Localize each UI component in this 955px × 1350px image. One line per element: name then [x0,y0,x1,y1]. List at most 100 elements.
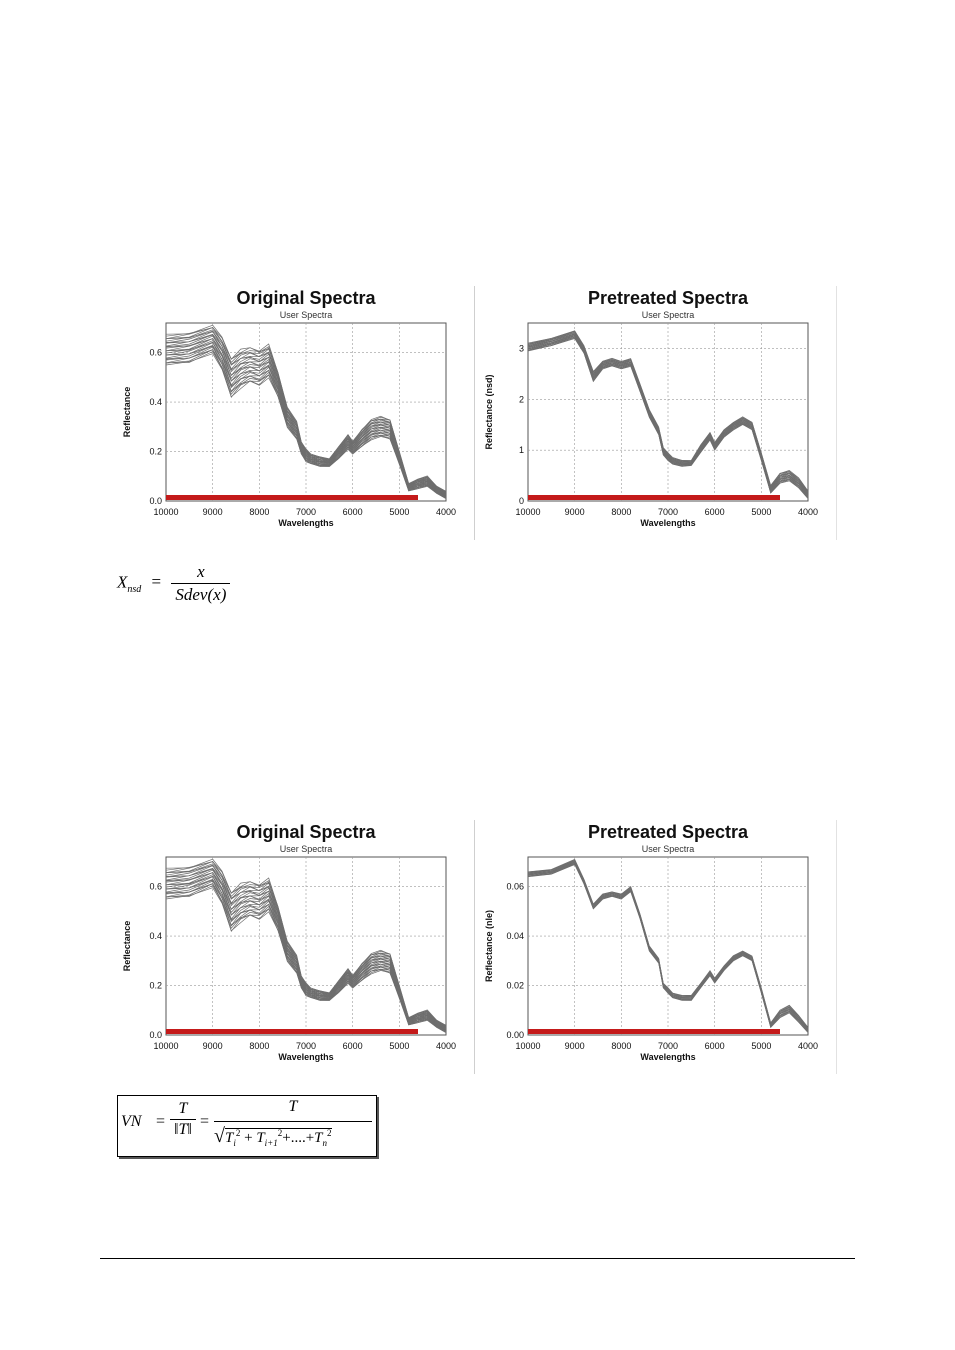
formula-vn-t2-sub: i+1 [264,1138,278,1148]
chart-panel-original-2: Original Spectra User Spectra 10000 9000 800… [113,820,473,1074]
formula-vn-eq1: = [156,1113,166,1130]
formula-snv-numerator: x [171,562,231,584]
chart-panel-original-1: Original Spectra User Spectra 10000 9000 800… [113,286,473,540]
x-tick-label: 10000 [153,507,178,517]
x-axis-label: Wavelengths [278,1052,333,1062]
formula-vn-plus2: +....+ [282,1130,315,1146]
chart-title: Pretreated Spectra [588,288,749,308]
formula-vn-denominator: √Ti2 + Ti+12+....+Tn2 [214,1125,332,1148]
formula-snv-lhs-sub: nsd [127,583,142,595]
formula-vn: VN = T ‖T‖ = T √Ti2 + Ti+12+....+Tn2 [117,1095,377,1157]
y-axis-label: Reflectance (nsd) [484,374,494,449]
y-tick-label: 0.2 [149,981,162,991]
y-tick-label: 0 [519,496,524,506]
spectra-series-group [165,858,447,1034]
chart-original-spectra-2: Original Spectra User Spectra 10000 9000 800… [122,822,456,1062]
x-tick-label: 10000 [153,1041,178,1051]
x-tick-label: 9000 [203,507,223,517]
y-tick-label: 1 [519,445,524,455]
formula-vn-radicand: Ti2 + Ti+12+....+Tn2 [224,1128,332,1148]
formula-vn-num1: T [170,1100,196,1120]
x-tick-label: 6000 [705,1041,725,1051]
x-tick-label: 6000 [343,1041,363,1051]
formula-vn-t2: T [256,1130,265,1146]
formula-snv-fraction: x Sdev(x) [171,562,231,605]
spectrum-line [527,330,809,492]
x-tick-label: 5000 [389,507,409,517]
x-tick-label: 4000 [798,1041,818,1051]
x-tick-label: 10000 [515,507,540,517]
x-tick-label: 7000 [296,1041,316,1051]
formula-snv-lhs: X [117,572,128,592]
x-axis-label: Wavelengths [640,518,695,528]
spectra-series-group [527,330,809,499]
selected-range-bar [166,1029,418,1034]
x-tick-label: 7000 [658,507,678,517]
footer-rule [100,1258,855,1259]
selected-range-bar [528,1029,780,1034]
x-tick-label: 9000 [203,1041,223,1051]
formula-vn-fraction-1: T ‖T‖ [170,1100,196,1139]
formula-vn-t1-sup: 2 [235,1128,241,1138]
x-tick-label: 8000 [611,1041,631,1051]
x-tick-label: 9000 [565,1041,585,1051]
formula-vn-t2-sup: 2 [277,1128,283,1138]
x-axis-label: Wavelengths [640,1052,695,1062]
y-tick-label: 3 [519,343,524,353]
x-tick-label: 8000 [249,1041,269,1051]
formula-vn-plus1: + [244,1130,253,1146]
spectra-series-group [165,324,447,500]
x-tick-label: 7000 [296,507,316,517]
x-tick-label: 4000 [436,507,456,517]
formula-vn-fraction-bar [214,1121,372,1122]
x-tick-label: 10000 [515,1041,540,1051]
y-tick-label: 0.0 [149,496,162,506]
y-axis-label: Reflectance [122,921,132,972]
chart-title: Original Spectra [236,288,376,308]
formula-vn-den1: ‖T‖ [174,1121,192,1138]
y-axis-label: Reflectance [122,387,132,438]
x-tick-label: 5000 [751,507,771,517]
chart-title: Original Spectra [236,822,376,842]
chart-panel-pretreated-2: Pretreated Spectra User Spectra 10000 9000 8… [474,820,837,1074]
formula-vn-t1: T [224,1130,234,1146]
formula-snv-eq: = [151,572,162,592]
formula-vn-t1-sub: i [233,1138,236,1148]
y-axis-label: Reflectance (nle) [484,910,494,982]
x-tick-label: 9000 [565,507,585,517]
spectrum-line [165,324,447,492]
y-tick-label: 0.2 [149,447,162,457]
chart-pretreated-spectra-2: Pretreated Spectra User Spectra 10000 9000 8… [484,822,818,1062]
y-tick-label: 0.04 [506,931,524,941]
chart-pretreated-spectra-1: Pretreated Spectra User Spectra 10000 9000 8… [484,288,818,528]
x-tick-label: 4000 [436,1041,456,1051]
y-tick-label: 0.4 [149,931,162,941]
chart-title: Pretreated Spectra [588,822,749,842]
x-axis-label: Wavelengths [278,518,333,528]
formula-vn-radical: √ [214,1125,225,1147]
y-tick-label: 0.02 [506,981,524,991]
x-tick-label: 6000 [343,507,363,517]
selected-range-bar [528,495,780,500]
x-tick-label: 6000 [705,507,725,517]
y-tick-label: 0.06 [506,882,524,892]
spectra-series-group [527,858,809,1033]
selected-range-bar [166,495,418,500]
y-tick-label: 0.6 [149,882,162,892]
formula-vn-t3-sub: n [322,1138,328,1148]
x-tick-label: 4000 [798,507,818,517]
formula-vn-eq2: = [200,1113,210,1130]
spectrum-line [165,858,447,1026]
x-tick-label: 8000 [611,507,631,517]
formula-snv: Xnsd = x Sdev(x) [117,562,231,610]
y-tick-label: 0.4 [149,397,162,407]
formula-vn-t3: T [314,1130,323,1146]
formula-vn-t3-sup: 2 [327,1128,332,1138]
y-tick-label: 0.6 [149,348,162,358]
x-tick-label: 5000 [751,1041,771,1051]
formula-snv-denominator: Sdev(x) [175,585,227,604]
y-tick-label: 2 [519,394,524,404]
spectrum-line [527,858,809,1028]
chart-original-spectra-1: Original Spectra User Spectra 10000 9000 800… [122,288,456,528]
chart-subtitle: User Spectra [642,844,695,854]
